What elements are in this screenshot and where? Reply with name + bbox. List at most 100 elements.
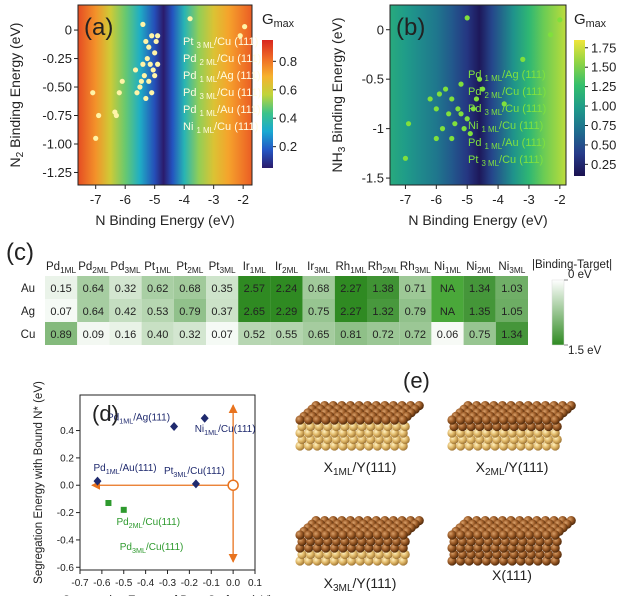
atom [473,415,483,425]
text-part: Pd [468,69,485,81]
column-header: Rh3ML [400,261,431,275]
data-point [476,76,483,82]
text-part: X [324,575,334,591]
text-part: /Cu (111) [499,154,543,166]
data-point [547,32,554,38]
slab [447,516,576,566]
subscript: 1 ML [196,126,214,135]
data-point [237,33,243,39]
atom [372,530,382,540]
row-header: Cu [21,329,36,341]
subscript: 1ML [250,266,266,275]
text-part: Pd [183,70,200,82]
subscript: 3ML [415,266,431,275]
text-part: Pd [116,517,128,528]
x-tick-label: -5 [461,192,473,207]
table-cell [206,299,239,322]
subscript: 1 ML [481,125,499,134]
data-point [143,38,149,45]
data-point [152,50,158,56]
colorbar-label: Gmax [574,11,607,30]
text-part: /Cu (111) [502,103,546,115]
text-part: /Ag (111) [502,69,546,81]
cell-value: 0.07 [50,306,71,318]
text-part: Pt [183,36,196,48]
table-cell [45,322,78,345]
text-part: Ir [307,261,314,273]
table-cell [77,299,110,322]
table-cell [109,299,142,322]
column-header: Pt2ML [176,261,203,275]
annotation: Pd 1 ML/Au (111) [468,137,546,151]
text-part: Binding Energy (eV) [7,23,23,152]
text-part: Ni [498,261,509,273]
table-cell [173,322,206,345]
text-part: Rh [368,261,383,273]
text-part: /Cu (111) [214,121,258,133]
atom [381,530,391,540]
annotation: Ni 1 ML/Cu (111) [468,120,543,134]
subscript: 3ML [173,470,187,479]
cell-value: NA [440,306,456,318]
text-part: NH [329,152,345,172]
cell-value: 1.35 [469,306,490,318]
subscript: 3 ML [481,159,499,168]
heatmap [390,5,566,185]
cell-value: 0.53 [147,306,168,318]
atom [347,530,357,540]
cell-value: 0.68 [179,283,200,295]
data-point [138,78,145,84]
data-point [464,15,470,21]
text-part: G [262,11,274,28]
data-point [191,479,200,489]
y-tick-label: -1.5 [362,171,384,186]
table-cell [206,322,239,345]
atom [295,530,305,540]
table-cell [463,299,496,322]
subscript: 1ML [204,428,218,437]
atom [390,530,400,540]
table-cell [302,322,335,345]
point-label: Pd1ML/Au(111) [94,463,157,476]
atom [516,415,526,425]
subscript: 1ML [350,266,366,275]
slab [295,401,424,451]
colorbar-tick-label: 1.50 [591,60,616,75]
colorbar-title: |Binding-Target| [532,259,612,271]
row-header: Au [21,283,35,295]
subscript: 2ML [485,467,505,478]
text-part: Pd [46,261,60,273]
x-tick-label: -2 [237,192,249,207]
atom [364,530,374,540]
x-tick-label: -0.2 [181,578,199,589]
data-point [461,126,467,132]
annotation: Pd 2 ML/Cu (111) [468,86,546,100]
table-cell [495,276,528,299]
y-tick-label: -1 [372,121,384,136]
x-tick-label: -7 [90,192,102,207]
x-tick-label: 0.0 [226,578,240,589]
atom [398,415,408,425]
subscript: 1ML [333,467,353,478]
cell-value: 0.65 [308,329,329,341]
text-part: Pt [209,261,221,273]
subscript: 3ML [124,266,140,275]
column-header: Ni3ML [498,261,525,275]
text-part: /Ag (111) [217,70,261,82]
cell-value: 1.38 [372,283,393,295]
subscript: 2ML [282,266,298,275]
annotation: Pd 3 ML/Cu (111) [183,87,261,101]
colorbar-tick-label: 0.8 [279,54,297,69]
atom [507,530,517,540]
atom [499,530,509,540]
row-header: Ag [21,306,35,318]
atom [329,415,339,425]
data-point [480,86,486,92]
cell-value: 1.05 [501,306,522,318]
x-tick-label: -4 [492,192,504,207]
table-cell [302,299,335,322]
subscript: 1ML [60,266,76,275]
table-cell [206,276,239,299]
axes: -7 -6 -5 -4 -3 -2 0 -0.5 -1 -1.5 N Binding Energy … [329,4,567,228]
